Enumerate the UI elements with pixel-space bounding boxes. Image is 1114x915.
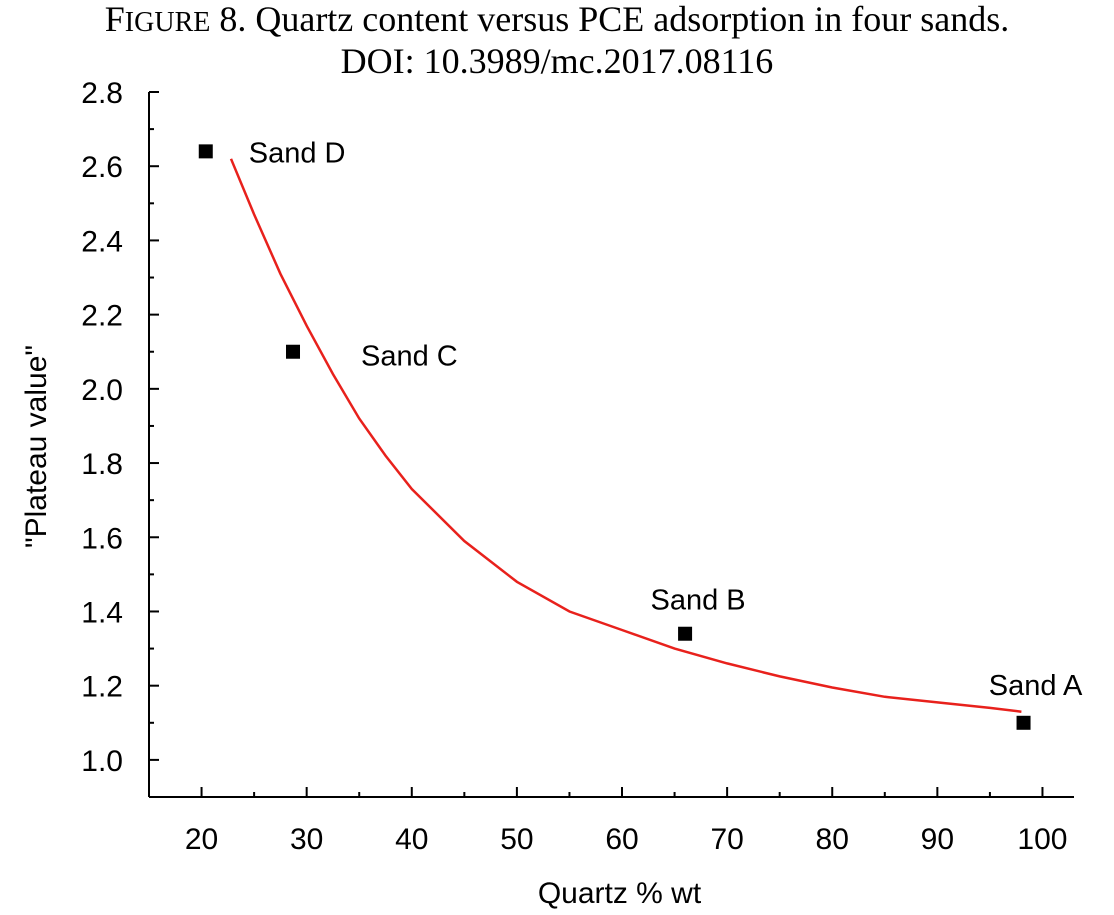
y-tick-label: 1.0 bbox=[81, 745, 123, 778]
x-tick-label: 20 bbox=[185, 823, 218, 856]
caption-figure-word: IGURE bbox=[124, 7, 211, 38]
y-tick-label: 2.4 bbox=[81, 225, 123, 258]
data-point-marker bbox=[198, 144, 213, 159]
data-point-label: Sand B bbox=[651, 585, 746, 617]
x-tick-label: 40 bbox=[395, 823, 428, 856]
x-tick-label: 100 bbox=[1017, 823, 1067, 856]
caption-figure-initial: F bbox=[104, 0, 125, 39]
caption-figure-text: 8. Quartz content versus PCE adsorption … bbox=[210, 0, 1010, 39]
caption-title: FIGURE 8. Quartz content versus PCE adso… bbox=[0, 0, 1114, 42]
data-point-label: Sand A bbox=[989, 670, 1083, 702]
y-tick-label: 1.4 bbox=[81, 596, 123, 629]
x-axis-title: Quartz % wt bbox=[538, 877, 702, 910]
points-layer: Sand D Sand C Sand B Sand A bbox=[198, 137, 1083, 730]
y-tick-label: 2.6 bbox=[81, 151, 123, 184]
y-tick-label: 1.8 bbox=[81, 448, 123, 481]
x-tick-label: 60 bbox=[605, 823, 638, 856]
data-point-marker bbox=[1016, 715, 1031, 730]
fit-curve-layer bbox=[229, 158, 1022, 713]
y-tick-label: 1.6 bbox=[81, 522, 123, 555]
data-point-marker bbox=[678, 626, 693, 641]
y-tick-label: 2.2 bbox=[81, 300, 123, 333]
caption-doi: DOI: 10.3989/mc.2017.08116 bbox=[340, 41, 774, 81]
data-point-label: Sand C bbox=[361, 341, 458, 373]
x-tick-label: 80 bbox=[816, 823, 849, 856]
data-point-marker bbox=[286, 344, 301, 359]
x-tick-label: 70 bbox=[710, 823, 743, 856]
y-tick-label: 1.2 bbox=[81, 671, 123, 704]
y-axis-title: "Plateau value" bbox=[20, 345, 53, 548]
y-tick-label: 2.0 bbox=[81, 374, 123, 407]
data-point-label: Sand D bbox=[249, 137, 346, 169]
y-tick-label: 2.8 bbox=[81, 77, 123, 110]
axes: 1.0 1.2 1.4 1.6 1.8 2.0 2.2 2.4 2.6 2.8 20 30 40 50 60… bbox=[81, 77, 1074, 856]
x-tick-label: 30 bbox=[290, 823, 323, 856]
figure-caption: FIGURE 8. Quartz content versus PCE adso… bbox=[0, 0, 1114, 80]
x-tick-label: 50 bbox=[500, 823, 533, 856]
x-tick-label: 90 bbox=[921, 823, 954, 856]
fit-curve-line bbox=[229, 158, 1022, 713]
